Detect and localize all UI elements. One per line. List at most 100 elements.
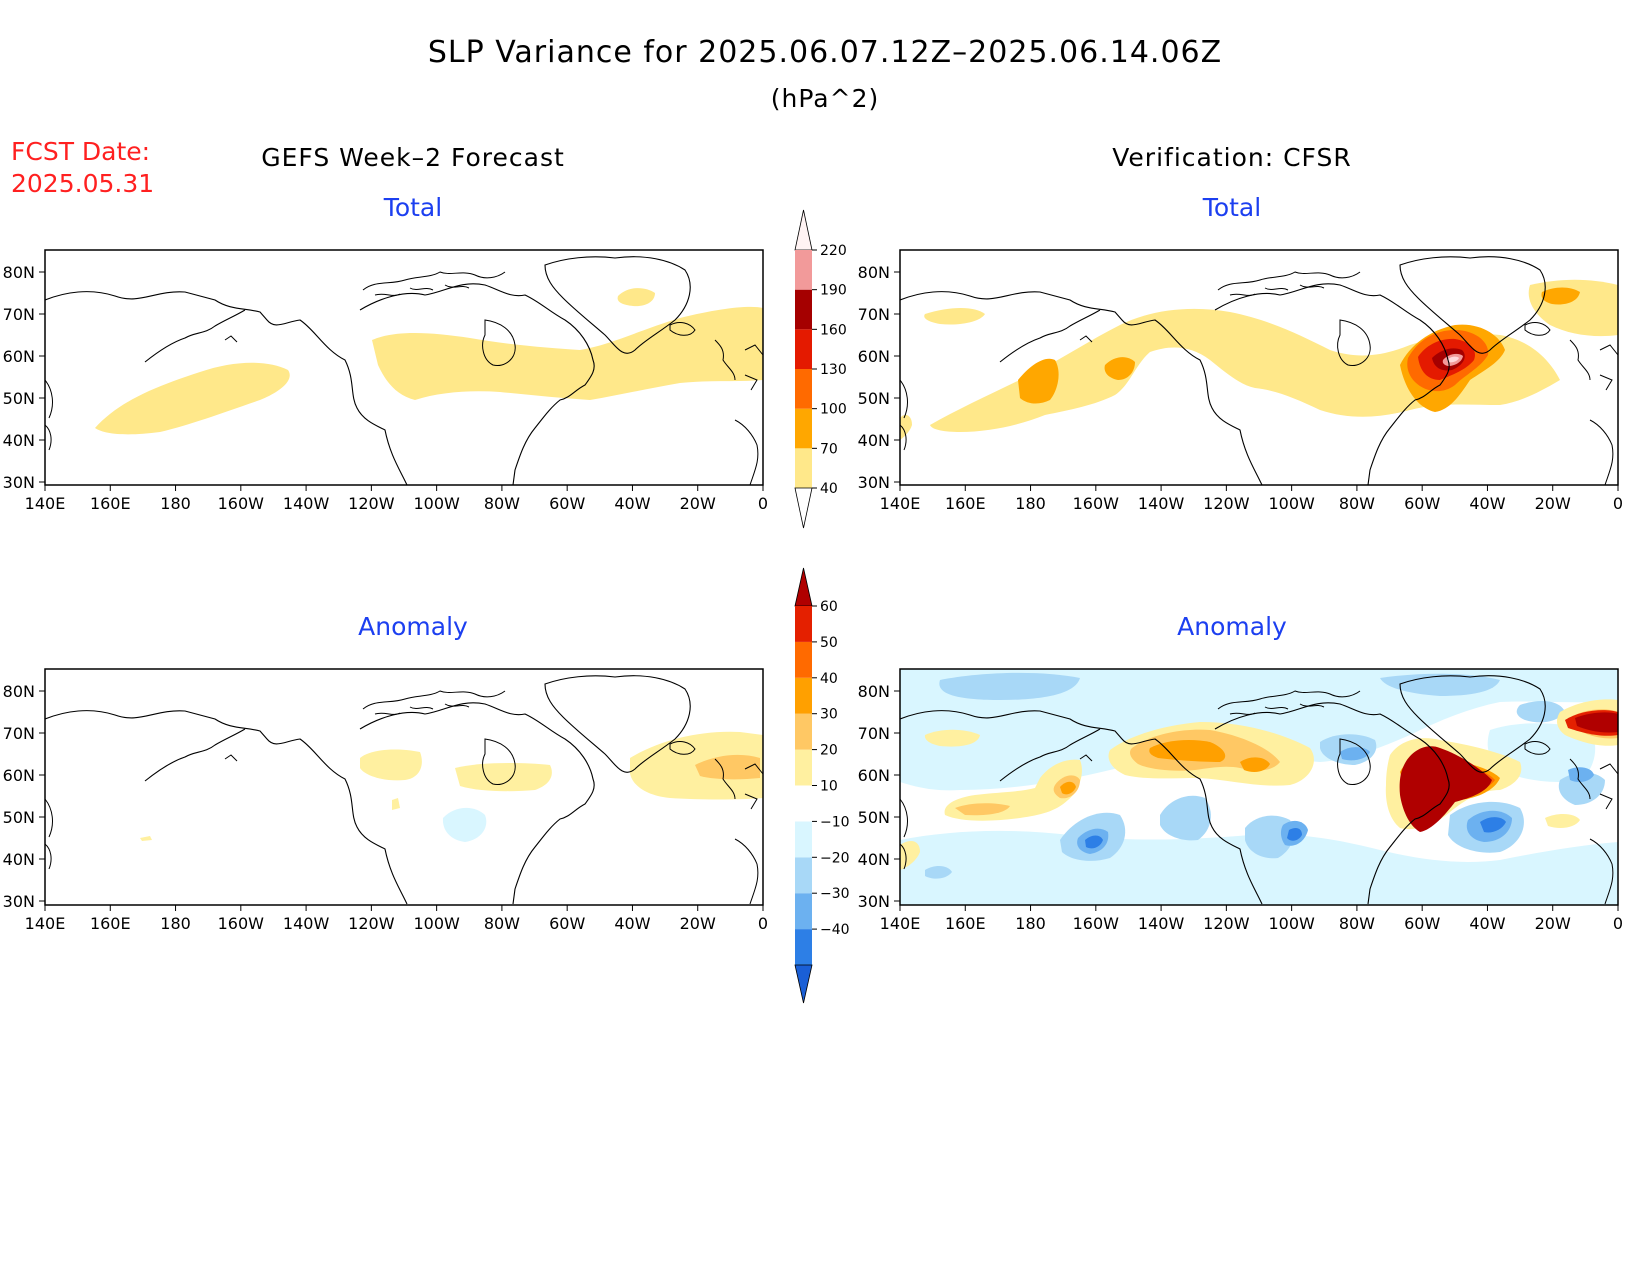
lon-tick-label: 40W bbox=[1469, 494, 1505, 513]
colorbar-swatch bbox=[795, 329, 812, 369]
panel-label-forecast-total: Total bbox=[383, 193, 442, 222]
lat-tick-label: 70N bbox=[3, 305, 35, 324]
shade-region bbox=[372, 306, 763, 400]
colorbar-label: −30 bbox=[820, 886, 850, 902]
shade-region bbox=[924, 308, 985, 325]
shade-region bbox=[1245, 815, 1294, 859]
lon-tick-label: 120W bbox=[1203, 914, 1250, 933]
lon-tick-label: 60W bbox=[549, 914, 585, 933]
shade-region bbox=[1558, 772, 1605, 805]
shade-region bbox=[617, 288, 655, 307]
shade-region bbox=[1541, 287, 1580, 305]
shade-region bbox=[900, 840, 920, 870]
shade-region bbox=[930, 308, 1560, 432]
colorbar-cap-top bbox=[794, 209, 813, 251]
lon-tick-label: 160W bbox=[218, 914, 265, 933]
lon-tick-label: 80W bbox=[1339, 914, 1375, 933]
lon-tick-label: 60W bbox=[1404, 914, 1440, 933]
lat-tick-label: 70N bbox=[3, 724, 35, 743]
lon-tick-label: 180 bbox=[160, 494, 191, 513]
anomaly-colorbar: −40 −30 −20 −10 10 20 30 40 50 60 bbox=[794, 567, 850, 1004]
lon-tick-label: 100W bbox=[1268, 494, 1315, 513]
shade-region bbox=[1149, 740, 1226, 762]
total-colorbar: 40 70 100 130 160 190 220 bbox=[794, 209, 847, 529]
lat-tick-label: 70N bbox=[858, 724, 890, 743]
shade-region bbox=[1085, 835, 1103, 849]
lon-tick-label: 140E bbox=[880, 914, 921, 933]
shade-region bbox=[1287, 827, 1302, 841]
lat-tick-label: 60N bbox=[858, 347, 890, 366]
colorbar-label: 160 bbox=[820, 322, 847, 338]
colorbar-label: 30 bbox=[820, 707, 838, 723]
panel-label-verif-anomaly: Anomaly bbox=[1177, 612, 1287, 641]
lat-axis: 80N 70N 60N 50N 40N 30N bbox=[858, 263, 900, 492]
lon-tick-label: 40W bbox=[614, 914, 650, 933]
map-frame bbox=[899, 668, 1619, 906]
lon-tick-label: 120W bbox=[348, 494, 395, 513]
lon-tick-label: 0 bbox=[758, 494, 768, 513]
lon-tick-label: 60W bbox=[1404, 494, 1440, 513]
lat-axis: 80N 70N 60N 50N 40N 30N bbox=[3, 263, 45, 492]
lon-tick-label: 100W bbox=[1268, 914, 1315, 933]
colorbar-label: 10 bbox=[820, 779, 838, 795]
colorbar-label: 40 bbox=[820, 671, 838, 687]
lat-tick-label: 80N bbox=[3, 682, 35, 701]
lon-tick-label: 140E bbox=[880, 494, 921, 513]
lon-tick-label: 140W bbox=[283, 914, 330, 933]
lat-axis: 80N 70N 60N 50N 40N 30N bbox=[858, 682, 900, 911]
units-label: (hPa^2) bbox=[771, 84, 879, 113]
lon-tick-label: 160E bbox=[945, 494, 986, 513]
lon-tick-label: 140W bbox=[1138, 914, 1185, 933]
lon-tick-label: 40W bbox=[1469, 914, 1505, 933]
colorbar-swatch bbox=[795, 606, 812, 642]
verification-column-title: Verification: CFSR bbox=[1112, 143, 1351, 172]
panel-label-verif-total: Total bbox=[1202, 193, 1261, 222]
shade-region bbox=[360, 749, 422, 781]
shade-region bbox=[924, 729, 980, 747]
lon-axis: 140E 160E 180 160W 140W 120W 100W 80W 60W 40W 20W 0 bbox=[880, 905, 1623, 933]
map-forecast-anomaly: 80N 70N 60N 50N 40N 30N 140E 160E 180 160W 140W 12… bbox=[3, 668, 768, 933]
lon-tick-label: 180 bbox=[1015, 914, 1046, 933]
lon-tick-label: 160W bbox=[1073, 914, 1120, 933]
lon-axis: 140E 160E 180 160W 140W 120W 100W 80W 60W 40W 20W 0 bbox=[880, 485, 1623, 513]
lon-tick-label: 0 bbox=[1613, 494, 1623, 513]
shade-region bbox=[1240, 757, 1270, 772]
shade-region bbox=[1545, 814, 1580, 828]
shade-region bbox=[455, 763, 552, 792]
lon-tick-label: 60W bbox=[549, 494, 585, 513]
shade-region bbox=[1060, 781, 1076, 795]
map-forecast-total: 80N 70N 60N 50N 40N 30N 140E 160E 180 160W 140W 12… bbox=[3, 249, 768, 513]
lat-tick-label: 80N bbox=[858, 263, 890, 282]
lon-tick-label: 20W bbox=[680, 914, 716, 933]
lat-tick-label: 40N bbox=[858, 850, 890, 869]
colorbar-label: 50 bbox=[820, 635, 838, 651]
lat-tick-label: 40N bbox=[858, 431, 890, 450]
lon-tick-label: 160W bbox=[218, 494, 265, 513]
map-verif-total: 80N 70N 60N 50N 40N 30N 140E 160E 180 160W 140W 12… bbox=[858, 249, 1623, 513]
colorbar-swatch bbox=[795, 369, 812, 409]
shade-region bbox=[1480, 817, 1506, 833]
shade-region bbox=[695, 754, 760, 780]
lat-tick-label: 40N bbox=[3, 431, 35, 450]
lon-tick-label: 180 bbox=[160, 914, 191, 933]
lon-axis: 140E 160E 180 160W 140W 120W 100W 80W 60W 40W 20W 0 bbox=[25, 485, 768, 513]
shade-region bbox=[900, 414, 912, 440]
lat-tick-label: 80N bbox=[858, 682, 890, 701]
shade-region bbox=[442, 807, 487, 842]
colorbar-label: 100 bbox=[820, 402, 847, 418]
shade-region bbox=[140, 836, 152, 841]
lon-tick-label: 100W bbox=[413, 914, 460, 933]
lon-tick-label: 80W bbox=[484, 494, 520, 513]
colorbar-swatch bbox=[795, 821, 812, 858]
colorbar-swatch bbox=[795, 408, 812, 449]
lon-tick-label: 120W bbox=[1203, 494, 1250, 513]
shade-region bbox=[1528, 279, 1618, 337]
map-frame bbox=[44, 249, 764, 486]
lon-tick-label: 20W bbox=[1535, 914, 1571, 933]
lon-tick-label: 100W bbox=[413, 494, 460, 513]
lat-tick-label: 30N bbox=[3, 892, 35, 911]
colorbar-label: 70 bbox=[820, 441, 838, 457]
shade-region bbox=[1399, 746, 1492, 832]
colorbar-label: 20 bbox=[820, 743, 838, 759]
